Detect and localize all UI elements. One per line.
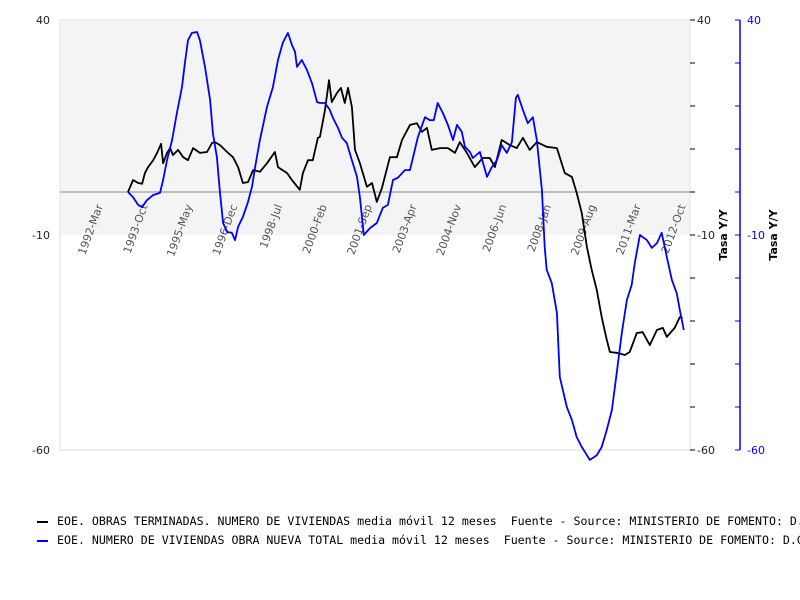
series-line-obra-nueva <box>127 31 685 461</box>
right-axis-tick-label: -60 <box>697 444 715 457</box>
legend-item-obras-terminadas: EOE. OBRAS TERMINADAS. NUMERO DE VIVIEND… <box>37 514 800 528</box>
legend-label: EOE. OBRAS TERMINADAS. NUMERO DE VIVIEND… <box>57 514 800 528</box>
right-axis2-tick-label: -10 <box>747 229 765 242</box>
legend-swatch <box>37 539 48 542</box>
right-axis2-tick-label: 40 <box>747 14 761 27</box>
left-axis-tick-label: 40 <box>36 14 50 27</box>
legend-item-obra-nueva: EOE. NUMERO DE VIVIENDAS OBRA NUEVA TOTA… <box>37 533 800 547</box>
left-axis-tick-label: -60 <box>32 444 50 457</box>
right-axis2-tick-label: -60 <box>747 444 765 457</box>
legend-label: EOE. NUMERO DE VIVIENDAS OBRA NUEVA TOTA… <box>57 533 800 547</box>
right-axis2-title: Tasa Y/Y <box>767 208 780 260</box>
right-axis-title: Tasa Y/Y <box>717 208 730 260</box>
right-axis-tick-label: 40 <box>697 14 711 27</box>
left-axis-tick-label: -10 <box>32 229 50 242</box>
legend-swatch <box>37 520 48 523</box>
shaded-band <box>61 21 689 235</box>
right-axis-tick-label: -10 <box>697 229 715 242</box>
series-line-obras-terminadas <box>127 79 683 356</box>
